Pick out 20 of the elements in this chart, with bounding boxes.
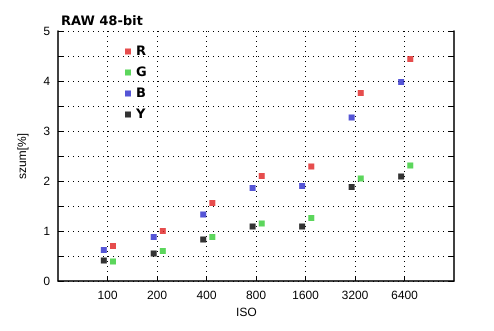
y-tick-label: 0 — [43, 274, 50, 288]
y-tick-label: 1 — [43, 224, 50, 238]
x-tick-label: 400 — [196, 288, 217, 302]
x-tick-label: 6400 — [391, 288, 418, 302]
x-tick-label: 200 — [146, 288, 168, 302]
x-axis-title: ISO — [236, 304, 257, 319]
x-tick-label: 100 — [97, 288, 118, 302]
x-tick-label: 1600 — [292, 288, 320, 302]
y-tick-label: 3 — [43, 124, 50, 138]
legend-label: R — [136, 44, 146, 59]
y-axis-title: szum[%] — [15, 132, 29, 180]
x-tick-label: 3200 — [342, 288, 369, 302]
y-tick-label: 5 — [43, 24, 50, 38]
chart-title: RAW 48-bit — [61, 14, 143, 29]
x-tick-label: 800 — [246, 288, 266, 302]
legend-label: G — [136, 65, 147, 80]
y-tick-label: 2 — [43, 174, 50, 188]
y-tick-label: 4 — [43, 74, 50, 88]
legend-label: B — [136, 86, 146, 101]
legend-label: Y — [135, 107, 146, 122]
